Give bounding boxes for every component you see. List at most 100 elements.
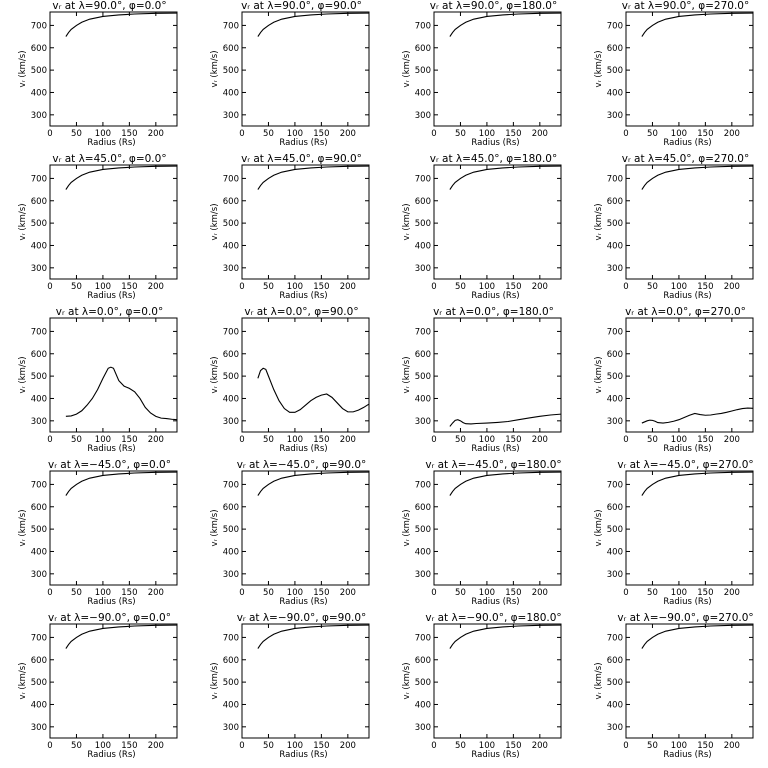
y-axis-label: vᵣ (km/s): [594, 356, 604, 393]
y-tick-label: 700: [31, 480, 47, 490]
x-tick-label: 150: [697, 741, 713, 751]
x-tick-label: 200: [532, 741, 548, 751]
x-tick-label: 100: [95, 588, 111, 598]
x-tick-label: 200: [724, 129, 740, 139]
x-tick-label: 150: [697, 588, 713, 598]
panel-title: vᵣ at λ=0.0°, φ=270.0°: [625, 306, 746, 318]
x-tick-label: 50: [455, 129, 466, 139]
y-tick-label: 500: [607, 219, 623, 229]
y-tick-label: 400: [31, 88, 47, 98]
series-line: [257, 624, 370, 649]
series-line: [65, 366, 178, 421]
x-tick-label: 200: [340, 282, 356, 292]
x-tick-label: 100: [287, 435, 303, 445]
y-tick-label: 700: [223, 21, 239, 31]
y-tick-label: 500: [607, 66, 623, 76]
y-tick-label: 600: [607, 197, 623, 207]
x-tick-label: 150: [505, 435, 521, 445]
series-line: [641, 407, 754, 424]
x-tick-label: 150: [505, 282, 521, 292]
x-tick-label: 0: [431, 282, 436, 292]
y-axis-label: vᵣ (km/s): [402, 509, 412, 546]
panel-title: vᵣ at λ=−90.0°, φ=0.0°: [48, 612, 171, 624]
x-tick-label: 0: [623, 741, 628, 751]
chart-svg: vᵣ at λ=0.0°, φ=270.0° 0 50 100 150 200 300 400…: [594, 306, 754, 454]
y-tick-label: 700: [223, 327, 239, 337]
y-axis-label: vᵣ (km/s): [594, 509, 604, 546]
x-axis-label: Radius (Rs): [663, 291, 711, 301]
series-line: [257, 165, 370, 190]
x-tick-label: 100: [479, 588, 495, 598]
x-tick-label: 0: [239, 741, 244, 751]
y-tick-label: 700: [415, 480, 431, 490]
x-tick-label: 200: [532, 129, 548, 139]
y-tick-label: 700: [607, 633, 623, 643]
panel-title: vᵣ at λ=−90.0°, φ=270.0°: [617, 612, 753, 624]
chart-panel: vᵣ at λ=0.0°, φ=0.0° 0 50 100 150 200 300 400 50…: [0, 306, 192, 459]
series-line: [65, 12, 178, 37]
x-tick-label: 0: [623, 129, 628, 139]
x-axis-label: Radius (Rs): [279, 597, 327, 607]
chart-panel: vᵣ at λ=−45.0°, φ=270.0° 0 50 100 150 200 300 4…: [576, 459, 768, 612]
panel-title: vᵣ at λ=90.0°, φ=90.0°: [241, 0, 362, 12]
x-tick-label: 0: [431, 435, 436, 445]
x-tick-label: 100: [671, 588, 687, 598]
x-tick-label: 0: [623, 435, 628, 445]
chart-svg: vᵣ at λ=90.0°, φ=90.0° 0 50 100 150 200 300 400…: [210, 0, 370, 148]
y-axis-label: vᵣ (km/s): [18, 50, 28, 87]
x-tick-label: 0: [47, 435, 52, 445]
panel-title: vᵣ at λ=−45.0°, φ=90.0°: [237, 459, 367, 471]
y-tick-label: 400: [223, 700, 239, 710]
x-tick-label: 0: [431, 129, 436, 139]
x-axis-label: Radius (Rs): [471, 138, 519, 148]
y-tick-label: 700: [607, 480, 623, 490]
plot-frame: [49, 470, 178, 586]
x-tick-label: 0: [47, 282, 52, 292]
panel-title: vᵣ at λ=−90.0°, φ=180.0°: [425, 612, 561, 624]
y-tick-label: 300: [223, 570, 239, 580]
chart-panel: vᵣ at λ=−90.0°, φ=270.0° 0 50 100 150 200 300 4…: [576, 612, 768, 765]
x-tick-label: 0: [47, 588, 52, 598]
y-axis-label: vᵣ (km/s): [402, 50, 412, 87]
x-tick-label: 50: [647, 282, 658, 292]
x-tick-label: 100: [95, 282, 111, 292]
y-tick-label: 300: [31, 417, 47, 427]
x-tick-label: 150: [313, 129, 329, 139]
chart-svg: vᵣ at λ=0.0°, φ=0.0° 0 50 100 150 200 300 400 50…: [18, 306, 178, 454]
panel-title: vᵣ at λ=45.0°, φ=180.0°: [430, 153, 558, 165]
plot-frame: [433, 623, 562, 739]
x-tick-label: 150: [697, 129, 713, 139]
chart-panel: vᵣ at λ=−45.0°, φ=90.0° 0 50 100 150 200 300 40…: [192, 459, 384, 612]
plot-frame: [625, 11, 754, 127]
y-tick-label: 500: [223, 525, 239, 535]
chart-panel: vᵣ at λ=−45.0°, φ=180.0° 0 50 100 150 200 300 4…: [384, 459, 576, 612]
y-axis-label: vᵣ (km/s): [594, 50, 604, 87]
x-axis-label: Radius (Rs): [471, 444, 519, 454]
y-tick-label: 300: [223, 417, 239, 427]
panel-title: vᵣ at λ=−45.0°, φ=0.0°: [48, 459, 171, 471]
plot-frame: [49, 317, 178, 433]
y-tick-label: 300: [415, 264, 431, 274]
x-tick-label: 0: [47, 129, 52, 139]
y-tick-label: 700: [607, 174, 623, 184]
y-tick-label: 700: [31, 174, 47, 184]
chart-panel: vᵣ at λ=0.0°, φ=180.0° 0 50 100 150 200 300 400…: [384, 306, 576, 459]
x-tick-label: 200: [724, 435, 740, 445]
panel-title: vᵣ at λ=0.0°, φ=0.0°: [56, 306, 163, 318]
x-tick-label: 50: [455, 435, 466, 445]
y-tick-label: 500: [31, 372, 47, 382]
series-line: [449, 165, 562, 190]
series-line: [449, 12, 562, 37]
series-line: [641, 12, 754, 37]
y-tick-label: 600: [415, 350, 431, 360]
y-tick-label: 400: [607, 88, 623, 98]
chart-panel: vᵣ at λ=−90.0°, φ=180.0° 0 50 100 150 200 300 4…: [384, 612, 576, 765]
x-tick-label: 0: [239, 588, 244, 598]
y-tick-label: 600: [223, 44, 239, 54]
x-axis-label: Radius (Rs): [87, 597, 135, 607]
y-tick-label: 600: [607, 503, 623, 513]
y-tick-label: 300: [607, 723, 623, 733]
y-tick-label: 400: [31, 241, 47, 251]
chart-svg: vᵣ at λ=−90.0°, φ=270.0° 0 50 100 150 200 300 4…: [594, 612, 754, 760]
chart-panel: vᵣ at λ=0.0°, φ=90.0° 0 50 100 150 200 300 400 5…: [192, 306, 384, 459]
